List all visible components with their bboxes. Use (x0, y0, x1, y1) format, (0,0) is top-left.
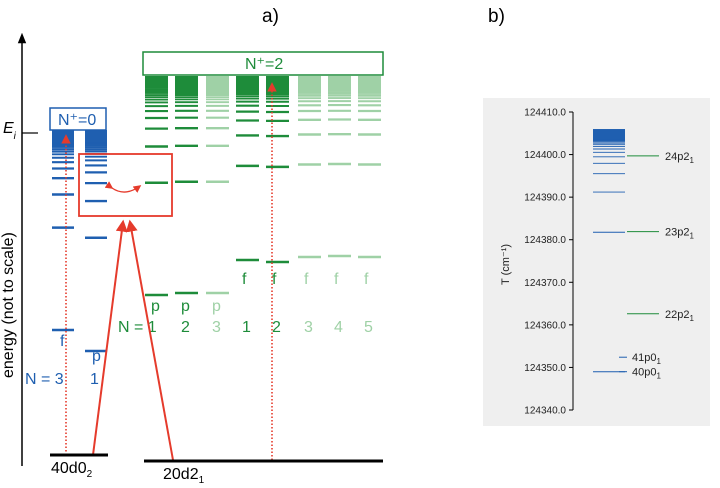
column-n-label: N = 3 (25, 371, 64, 388)
level-line-green-band (145, 76, 168, 88)
column-n-label: 3 (304, 319, 313, 336)
panel-b-tick-label: 124390.0 (524, 193, 566, 204)
column-letter: p (181, 298, 190, 315)
excitation-line-right (125, 219, 174, 461)
ei-label: Ei (3, 120, 17, 142)
panel-b-ylabel: T (cm⁻¹) (500, 244, 512, 285)
panel-b-label: b) (488, 6, 505, 27)
column-letter: f (60, 333, 65, 350)
panel-b-annotation-label: 23p21 (665, 227, 694, 241)
panel-b-tick-label: 124400.0 (524, 150, 566, 161)
column-letter: f (304, 271, 309, 288)
column-letter: p (212, 298, 221, 315)
column-n-label: 2 (181, 319, 190, 336)
column-letter: p (92, 348, 101, 365)
coupling-arrow (104, 181, 142, 193)
panel-b-tick-label: 124350.0 (524, 363, 566, 374)
column-labels: f N = 3 p 1 p N = 1 p 2 p 3 f 1 f 2 f 3 f 4 f 5 (25, 271, 373, 388)
panel-b-tick-label: 124340.0 (524, 406, 566, 417)
column-n-label: 5 (364, 319, 373, 336)
nplus0-label: N⁺=0 (58, 112, 96, 129)
panel-b-tick-label: 124410.0 (524, 108, 566, 119)
column-letter: f (334, 271, 339, 288)
column-letter: f (242, 271, 247, 288)
panel-b-annotation-label: 24p21 (665, 151, 694, 165)
coupling-box (78, 153, 173, 217)
nplus2-box (142, 51, 384, 76)
level-line-green-band (206, 76, 229, 88)
column-letter: f (364, 271, 369, 288)
ground-label-20d2: 20d21 (163, 466, 205, 486)
panel-b-annotation-label: 40p01 (632, 367, 661, 381)
column-n-label: 3 (212, 319, 221, 336)
nplus0-box (49, 107, 107, 131)
panel-a: a) energy (not to scale) Ei N⁺=0 N⁺=2 f N… (0, 6, 384, 486)
column-n-label: 2 (272, 319, 281, 336)
panel-b-background (483, 98, 710, 426)
column-n-label: 1 (90, 371, 99, 388)
level-line-green-band (298, 76, 321, 88)
panel-b-tick-label: 124380.0 (524, 235, 566, 246)
right-level-group (145, 76, 381, 297)
column-n-label: 1 (242, 319, 251, 336)
level-line-green-band (236, 76, 259, 88)
column-letter: f (272, 271, 277, 288)
panel-b: b) 124340.0 124350.0 124360.0 124370.0 12438… (483, 6, 710, 426)
panel-b-limit-band (593, 129, 625, 140)
level-line-green-band (358, 76, 381, 88)
level-line-blue-p-band (85, 130, 107, 142)
panel-b-annotation-label: 22p21 (665, 309, 694, 323)
column-letter: p (151, 298, 160, 315)
panel-b-tick-label: 124370.0 (524, 278, 566, 289)
level-line-green-band (328, 76, 351, 88)
panel-a-label: a) (262, 6, 279, 27)
column-n-label: 4 (334, 319, 343, 336)
excitation-line-left (92, 219, 128, 456)
level-line-green-band (266, 76, 289, 88)
panel-b-annotation-label: 41p01 (632, 352, 661, 366)
ground-label-40d0: 40d02 (51, 460, 93, 480)
column-n-label: N = 1 (118, 319, 157, 336)
panel-b-ticks: 124340.0 124350.0 124360.0 124370.0 124380.0… (524, 108, 573, 417)
nplus2-label: N⁺=2 (245, 56, 283, 73)
panel-b-levels (593, 129, 625, 373)
panel-b-tick-label: 124360.0 (524, 320, 566, 331)
level-line-green-band (175, 76, 198, 88)
energy-axis-label: energy (not to scale) (0, 232, 17, 378)
level-line-blue-f-band (52, 130, 74, 142)
